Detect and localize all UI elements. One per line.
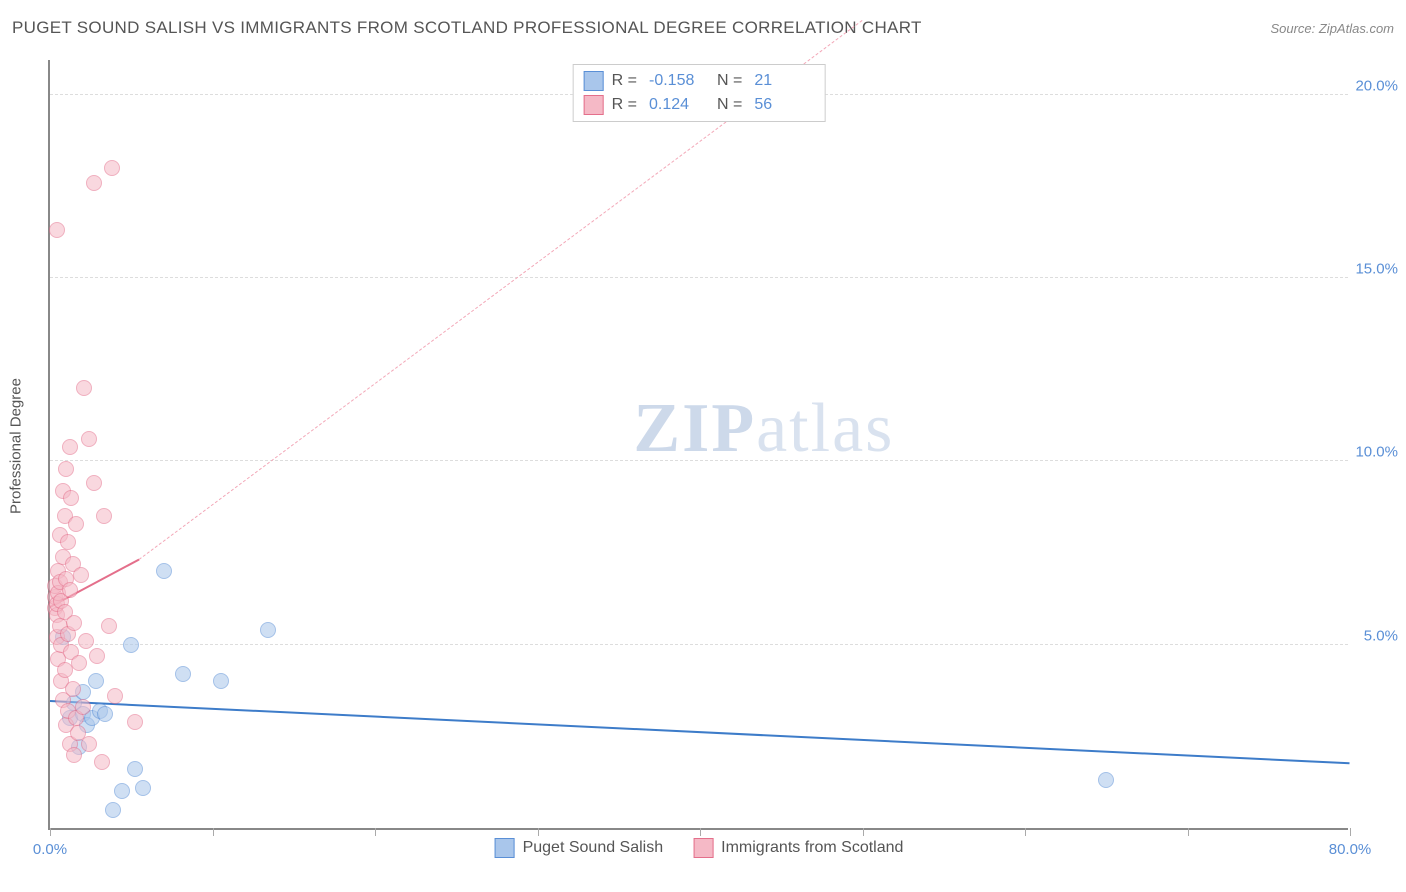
r-label: R = [612,72,637,90]
chart-title: PUGET SOUND SALISH VS IMMIGRANTS FROM SC… [12,18,922,38]
data-point [89,648,105,664]
legend-item-series-2: Immigrants from Scotland [693,838,903,858]
x-tick-label: 80.0% [1329,841,1372,858]
series-2-swatch [693,838,713,858]
data-point [78,633,94,649]
y-tick-label: 10.0% [1353,444,1398,461]
data-point [88,673,104,689]
x-tick [700,828,701,836]
data-point [62,582,78,598]
gridline [50,460,1348,461]
x-tick [50,828,51,836]
data-point [156,563,172,579]
data-point [81,736,97,752]
data-point [97,706,113,722]
watermark: ZIPatlas [633,389,894,469]
series-2-name: Immigrants from Scotland [721,839,903,857]
stats-row-series-2: R = 0.124 N = 56 [584,93,815,117]
data-point [71,655,87,671]
gridline [50,277,1348,278]
x-tick [375,828,376,836]
data-point [49,222,65,238]
data-point [60,534,76,550]
data-point [68,516,84,532]
data-point [63,490,79,506]
data-point [96,508,112,524]
source-attribution: Source: ZipAtlas.com [1270,21,1394,36]
data-point [101,618,117,634]
data-point [73,567,89,583]
gridline [50,644,1348,645]
n-label: N = [717,96,742,114]
legend-item-series-1: Puget Sound Salish [495,838,664,858]
data-point [127,761,143,777]
data-point [175,666,191,682]
data-point [114,783,130,799]
data-point [260,622,276,638]
trend-line [50,700,1350,764]
series-2-n-value: 56 [754,96,804,114]
stats-legend: R = -0.158 N = 21 R = 0.124 N = 56 [573,64,826,122]
series-1-r-value: -0.158 [649,72,699,90]
data-point [1098,772,1114,788]
plot-area: ZIPatlas R = -0.158 N = 21 R = 0.124 N =… [48,60,1348,830]
data-point [86,475,102,491]
r-label: R = [612,96,637,114]
series-1-n-value: 21 [754,72,804,90]
x-tick [213,828,214,836]
x-tick [1025,828,1026,836]
stats-row-series-1: R = -0.158 N = 21 [584,69,815,93]
data-point [94,754,110,770]
series-1-name: Puget Sound Salish [523,839,664,857]
data-point [107,688,123,704]
data-point [66,615,82,631]
series-legend: Puget Sound Salish Immigrants from Scotl… [495,838,904,858]
data-point [57,662,73,678]
data-point [62,439,78,455]
series-2-swatch [584,95,604,115]
data-point [76,380,92,396]
data-point [81,431,97,447]
data-point [66,747,82,763]
x-tick [1350,828,1351,836]
x-tick-label: 0.0% [33,841,67,858]
y-tick-label: 5.0% [1353,627,1398,644]
data-point [123,637,139,653]
data-point [135,780,151,796]
data-point [127,714,143,730]
data-point [104,160,120,176]
x-tick [1188,828,1189,836]
y-tick-label: 20.0% [1353,77,1398,94]
data-point [213,673,229,689]
data-point [86,175,102,191]
data-point [75,699,91,715]
series-1-swatch [584,71,604,91]
x-tick [863,828,864,836]
data-point [58,461,74,477]
y-axis-label: Professional Degree [8,378,25,514]
series-1-swatch [495,838,515,858]
data-point [105,802,121,818]
series-2-r-value: 0.124 [649,96,699,114]
n-label: N = [717,72,742,90]
data-point [65,681,81,697]
x-tick [538,828,539,836]
y-tick-label: 15.0% [1353,261,1398,278]
